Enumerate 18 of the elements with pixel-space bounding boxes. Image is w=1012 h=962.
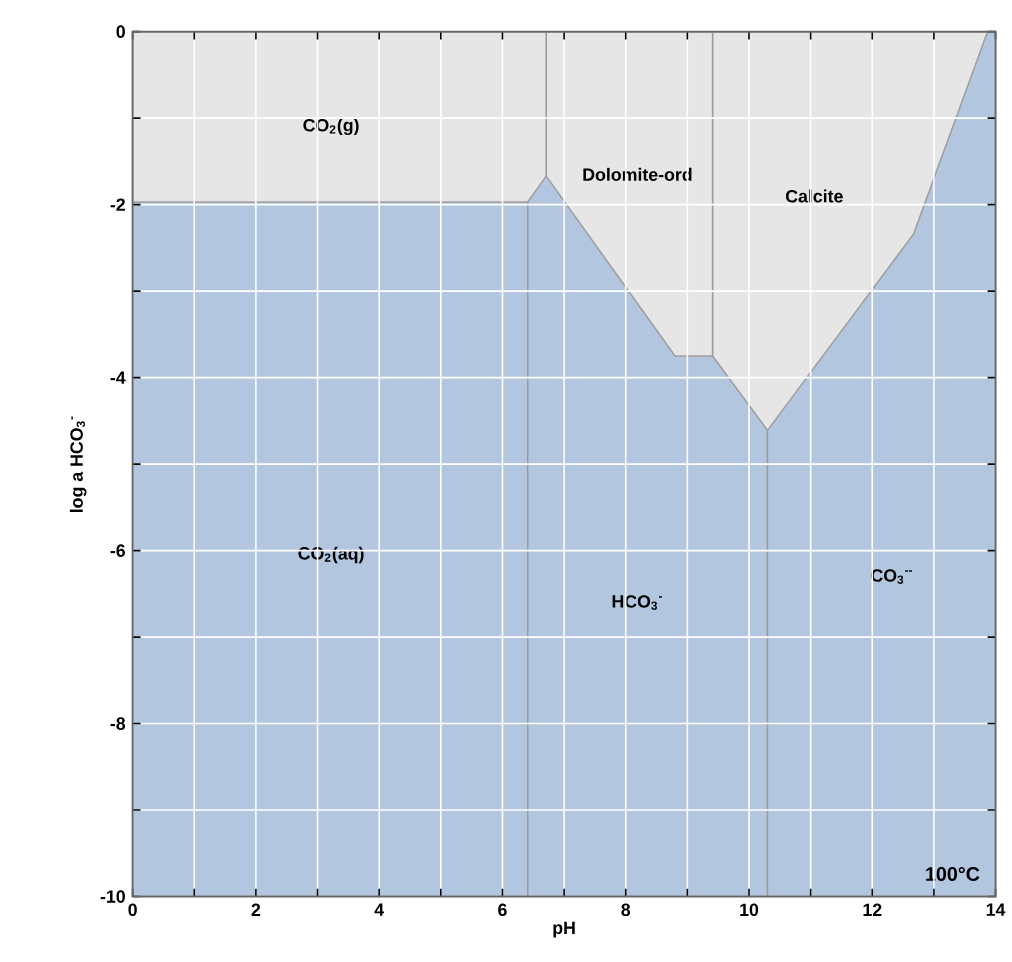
annotation: Dolomite-ord (583, 167, 692, 181)
x-tick-label: 4 (374, 903, 385, 916)
annotation: 100°C (926, 867, 980, 882)
x-axis-title: pH (553, 921, 575, 938)
x-tick-label: 2 (251, 903, 261, 916)
y-tick-label: -8 (110, 717, 126, 730)
x-tick-label: 0 (128, 903, 137, 917)
x-tick-label: 12 (863, 903, 882, 916)
x-tick-label: 6 (498, 903, 507, 917)
y-tick-label: -4 (110, 371, 126, 384)
x-tick-label: 8 (621, 903, 631, 917)
y-tick-label: -2 (110, 198, 125, 211)
x-tick-label: 10 (740, 903, 759, 917)
y-tick-label: -6 (110, 544, 125, 557)
y-tick-label: 0 (116, 25, 125, 39)
x-tick-label: 14 (986, 903, 1006, 916)
annotation: Calcite (785, 189, 843, 203)
y-tick-label: -10 (100, 890, 125, 903)
